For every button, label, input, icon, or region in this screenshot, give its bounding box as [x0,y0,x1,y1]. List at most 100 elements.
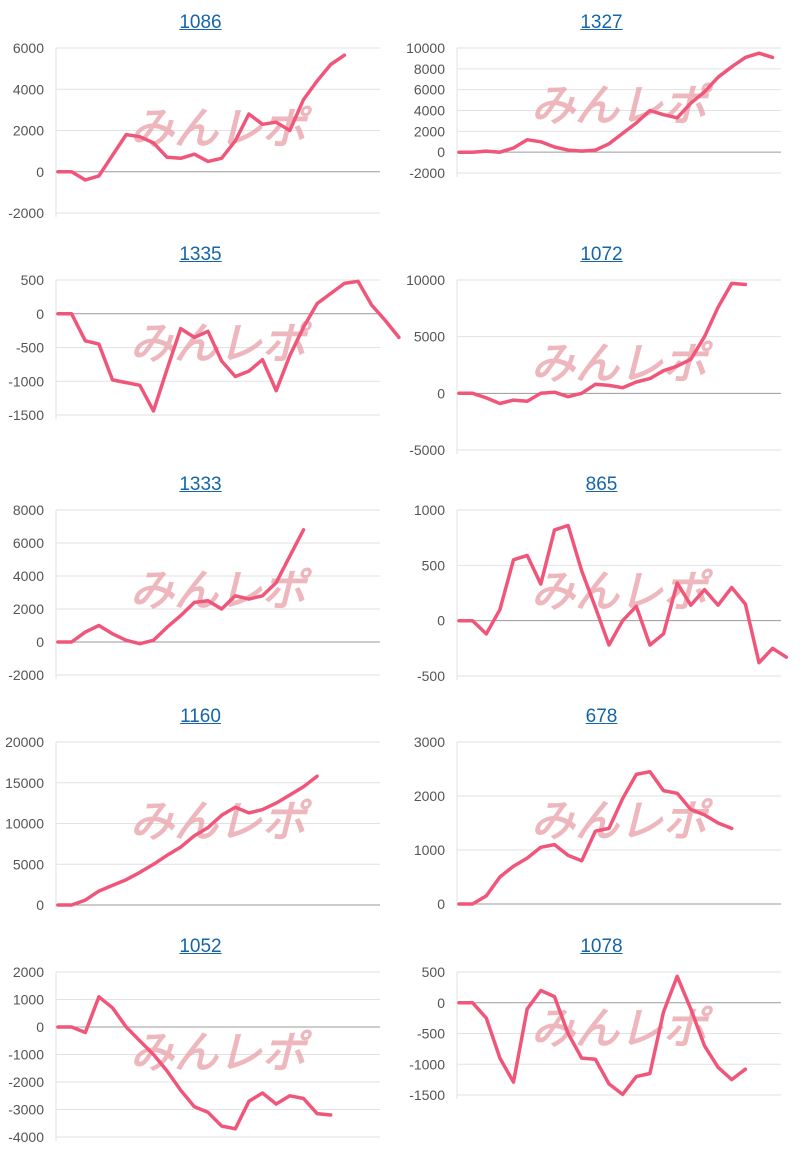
chart-title-link[interactable]: 1086 [179,12,222,33]
y-tick-label: 6000 [13,40,44,56]
y-tick-label: -2000 [8,205,44,221]
y-tick-label: 0 [36,634,44,650]
y-tick-label: 2000 [414,788,445,804]
y-tick-label: 500 [422,964,446,980]
chart-panel: 1072 -5000 0 5000 10000 みんレポ [401,240,802,465]
y-tick-label: 20000 [5,734,44,750]
y-tick-label: 1000 [13,992,44,1008]
y-tick-label: 0 [437,385,445,401]
series-line [457,769,734,906]
y-tick-label: -4000 [8,1129,44,1145]
y-tick-label: -2000 [8,1074,44,1090]
y-tick-label: -500 [16,340,44,356]
series-line [56,995,333,1131]
chart-title-link[interactable]: 1078 [580,936,623,957]
y-tick-label: -2000 [8,667,44,683]
line-chart: -500 0 500 1000 みんレポ [414,502,789,684]
watermark-logo: みんレポ [531,566,714,617]
y-tick-label: 8000 [414,61,445,77]
y-tick-label: -1000 [8,1047,44,1063]
y-tick-label: 2000 [414,123,445,139]
y-tick-label: 0 [437,995,445,1011]
y-tick-label: 10000 [406,40,445,56]
series-line [457,281,748,406]
watermark-logo: みんレポ [531,81,714,132]
chart-title-link[interactable]: 865 [585,474,618,495]
y-tick-label: 6000 [13,535,44,551]
chart-panel: 1327 -2000 0 2000 4000 6000 8000 10000 みんレポ [401,8,802,233]
chart-title-link[interactable]: 678 [585,706,618,727]
line-chart: -2000 0 2000 4000 6000 8000 10000 みんレポ [406,40,781,181]
chart-panel: 1078 -1500 -1000 -500 0 500 みんレポ [401,932,802,1157]
y-tick-label: -500 [417,668,445,684]
y-tick-label: -2000 [409,165,445,181]
chart-panel: 1086 -2000 0 2000 4000 6000 みんレポ [0,8,401,233]
y-tick-label: 5000 [13,856,44,872]
y-tick-label: -5000 [409,442,445,458]
line-chart: 0 5000 10000 15000 20000 みんレポ [5,734,380,913]
y-tick-label: 5000 [414,329,445,345]
chart-panel: 1052 -4000 -3000 -2000 -1000 0 1000 2000 みんレポ [0,932,401,1157]
line-chart: -2000 0 2000 4000 6000 みんレポ [8,40,380,221]
y-tick-label: 0 [36,897,44,913]
y-tick-label: 0 [437,896,445,912]
y-tick-label: 6000 [414,82,445,98]
chart-title-link[interactable]: 1160 [180,706,221,727]
y-tick-label: 15000 [5,775,44,791]
y-tick-label: -3000 [8,1102,44,1118]
y-tick-label: 8000 [13,502,44,518]
chart-panel: 865 -500 0 500 1000 みんレポ [401,470,802,695]
y-tick-label: 4000 [414,103,445,119]
line-chart: -4000 -3000 -2000 -1000 0 1000 2000 みんレポ [8,964,380,1145]
watermark-logo: みんレポ [130,797,313,848]
y-tick-label: 4000 [13,81,44,97]
line-chart: 0 1000 2000 3000 みんレポ [414,734,781,912]
y-tick-label: 2000 [13,123,44,139]
y-tick-label: 10000 [406,272,445,288]
y-tick-label: 0 [36,306,44,322]
series-line [457,974,748,1097]
watermark-logo: みんレポ [130,104,313,155]
watermark-logo: みんレポ [531,796,714,847]
chart-panel: 1333 -2000 0 2000 4000 6000 8000 みんレポ [0,470,401,695]
y-tick-label: 500 [422,557,446,573]
y-tick-label: 4000 [13,568,44,584]
watermark-logo: みんレポ [531,339,714,390]
y-tick-label: 2000 [13,964,44,980]
y-tick-label: 1000 [414,502,445,518]
y-tick-label: -1000 [409,1056,445,1072]
series-line [56,53,347,182]
series-line [457,523,789,665]
y-tick-label: 10000 [5,816,44,832]
line-chart: -5000 0 5000 10000 みんレポ [406,272,781,458]
chart-panel: 1335 -1500 -1000 -500 0 500 みんレポ [0,240,401,465]
y-tick-label: 500 [21,272,45,288]
y-tick-label: 0 [437,613,445,629]
chart-title-link[interactable]: 1327 [580,12,623,33]
watermark-logo: みんレポ [130,1028,313,1079]
chart-title-link[interactable]: 1333 [179,474,222,495]
chart-panel: 678 0 1000 2000 3000 みんレポ [401,702,802,927]
chart-title-link[interactable]: 1335 [179,244,222,265]
y-tick-label: -1500 [8,407,44,423]
y-tick-label: 1000 [414,842,445,858]
y-tick-label: 3000 [414,734,445,750]
y-tick-label: 0 [36,1019,44,1035]
y-tick-label: 2000 [13,601,44,617]
y-tick-label: 0 [36,164,44,180]
chart-panel: 1160 0 5000 10000 15000 20000 みんレポ [0,702,401,927]
y-tick-label: -500 [417,1026,445,1042]
series-line [56,279,401,413]
y-tick-label: -1000 [8,373,44,389]
chart-title-link[interactable]: 1052 [179,936,222,957]
y-tick-label: -1500 [409,1087,445,1103]
series-line [457,51,775,154]
chart-title-link[interactable]: 1072 [580,244,623,265]
series-line [56,774,319,907]
y-tick-label: 0 [437,144,445,160]
series-line [56,528,306,646]
